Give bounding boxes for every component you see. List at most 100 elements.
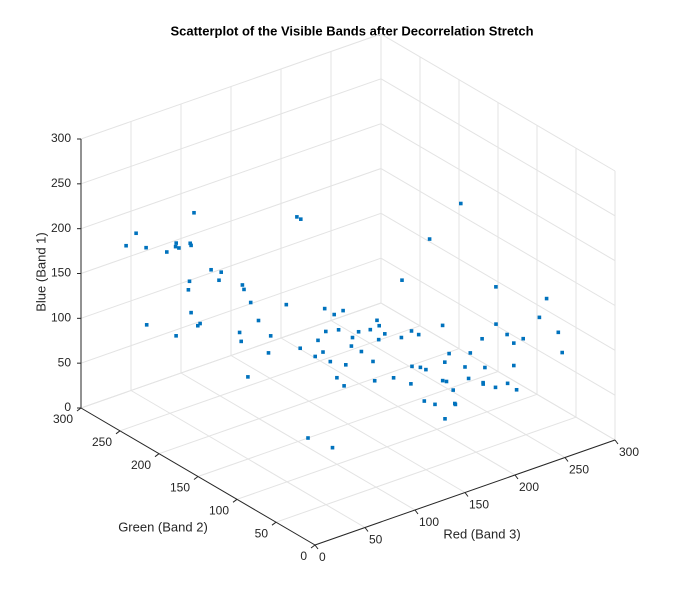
point bbox=[463, 365, 467, 369]
x-tick-label: 150 bbox=[469, 498, 489, 512]
point bbox=[459, 201, 463, 206]
point bbox=[217, 278, 221, 283]
grid-line bbox=[80, 302, 382, 409]
point bbox=[418, 365, 423, 370]
point bbox=[336, 328, 341, 332]
point bbox=[444, 379, 449, 384]
x-tick-label: 300 bbox=[619, 445, 639, 459]
x-tick-label: 250 bbox=[569, 463, 589, 477]
point bbox=[330, 445, 335, 450]
point bbox=[349, 344, 354, 348]
point bbox=[556, 330, 561, 335]
y-tick-label: 0 bbox=[300, 549, 307, 563]
point bbox=[505, 332, 509, 337]
point bbox=[316, 338, 320, 343]
point bbox=[248, 300, 253, 305]
point bbox=[483, 365, 487, 370]
grid-line bbox=[158, 348, 460, 455]
point bbox=[328, 359, 333, 364]
grid-line bbox=[80, 123, 382, 230]
grid-line bbox=[380, 168, 616, 306]
x-tick bbox=[614, 439, 619, 445]
point bbox=[322, 306, 327, 311]
z-tick-label: 200 bbox=[51, 221, 71, 235]
point bbox=[350, 335, 355, 340]
point bbox=[359, 349, 364, 354]
grid-line bbox=[80, 33, 382, 140]
point bbox=[512, 363, 516, 368]
point bbox=[177, 246, 181, 250]
point bbox=[192, 210, 196, 215]
point bbox=[560, 350, 564, 355]
point bbox=[480, 336, 484, 341]
y-tick-label: 300 bbox=[53, 412, 73, 426]
point bbox=[165, 250, 169, 254]
point bbox=[239, 339, 243, 344]
point bbox=[335, 375, 339, 380]
y-tick-label: 200 bbox=[131, 458, 151, 472]
point bbox=[372, 378, 377, 383]
point bbox=[173, 244, 178, 249]
point bbox=[189, 310, 193, 315]
point bbox=[453, 401, 457, 406]
point bbox=[493, 385, 498, 390]
point bbox=[383, 332, 387, 336]
point bbox=[187, 279, 192, 284]
point bbox=[409, 382, 413, 386]
point bbox=[433, 402, 437, 407]
point bbox=[466, 376, 471, 381]
z-tick-label: 50 bbox=[58, 355, 72, 369]
point bbox=[424, 367, 428, 372]
point bbox=[134, 231, 138, 236]
x-tick-label: 200 bbox=[519, 480, 539, 494]
point bbox=[144, 245, 148, 250]
point bbox=[399, 335, 404, 340]
point bbox=[375, 318, 379, 323]
y-tick bbox=[271, 521, 277, 526]
x-tick-label: 100 bbox=[419, 515, 439, 529]
y-tick-label: 100 bbox=[209, 504, 229, 518]
grid-line bbox=[380, 78, 616, 217]
y-tick bbox=[193, 476, 199, 480]
point bbox=[447, 351, 451, 356]
grid-line bbox=[80, 168, 382, 274]
y-tick bbox=[115, 430, 121, 435]
point bbox=[544, 296, 549, 301]
point bbox=[440, 323, 445, 328]
point bbox=[188, 241, 192, 246]
point bbox=[376, 337, 381, 342]
point bbox=[356, 329, 361, 334]
point bbox=[196, 323, 200, 328]
point bbox=[189, 243, 193, 248]
y-tick-label: 250 bbox=[92, 435, 112, 449]
point bbox=[313, 354, 317, 359]
point bbox=[409, 329, 414, 333]
grid-line bbox=[197, 371, 499, 477]
point bbox=[443, 417, 447, 421]
point bbox=[295, 215, 299, 219]
grid-line bbox=[80, 257, 382, 364]
point bbox=[468, 351, 473, 355]
point bbox=[332, 312, 336, 317]
z-tick-label: 300 bbox=[51, 131, 71, 145]
point bbox=[321, 350, 325, 354]
x-tick bbox=[364, 527, 369, 532]
grid-line bbox=[380, 257, 616, 396]
x-tick bbox=[414, 509, 419, 515]
z-tick-label: 150 bbox=[51, 266, 71, 280]
grid-line bbox=[80, 212, 382, 319]
grid-line bbox=[380, 212, 616, 351]
point bbox=[440, 378, 445, 383]
point bbox=[240, 283, 245, 287]
chart-title: Scatterplot of the Visible Bands after D… bbox=[170, 23, 533, 38]
grid-line bbox=[236, 393, 538, 500]
point bbox=[284, 302, 289, 307]
point bbox=[209, 267, 213, 272]
x-tick-label: 0 bbox=[319, 550, 326, 564]
point bbox=[124, 243, 128, 248]
y-tick-label: 150 bbox=[170, 481, 190, 495]
point bbox=[198, 321, 202, 326]
point bbox=[298, 346, 302, 351]
point bbox=[256, 318, 261, 323]
